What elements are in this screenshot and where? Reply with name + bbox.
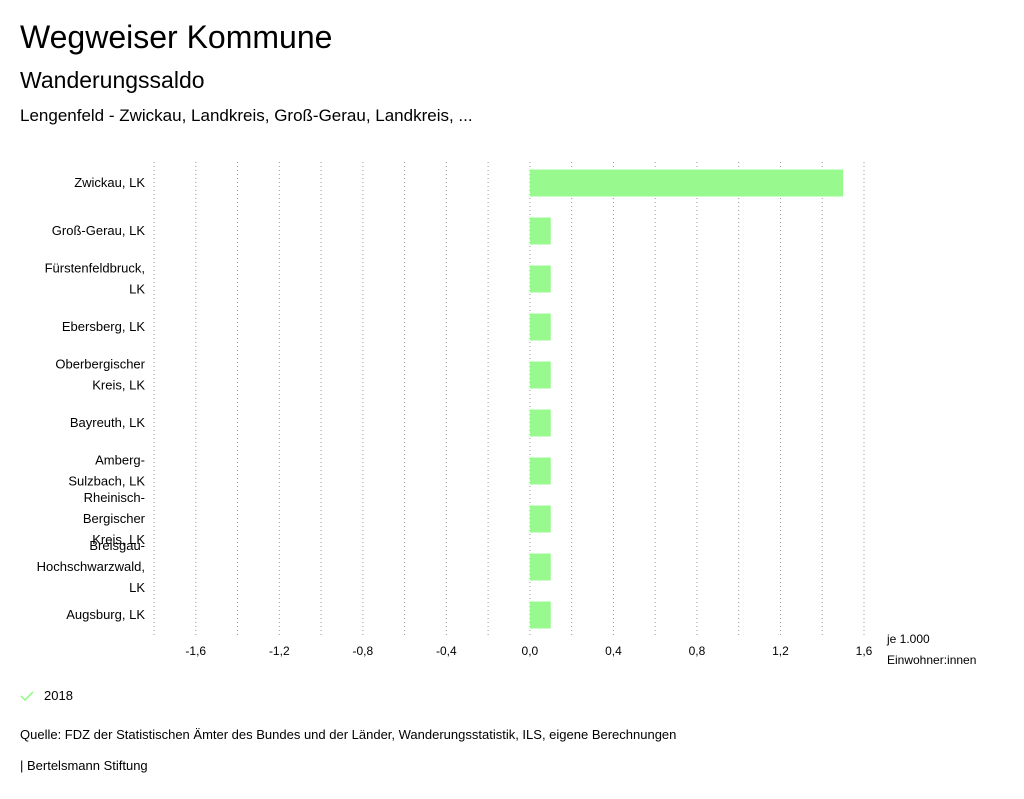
- bar: [529, 409, 551, 437]
- x-tick-label: -1,2: [269, 644, 290, 658]
- source-note: Quelle: FDZ der Statistischen Ämter des …: [20, 727, 677, 742]
- category-label: Sulzbach, LK: [68, 474, 145, 489]
- x-tick-label: 0,8: [689, 644, 706, 658]
- category-label: Ebersberg, LK: [62, 319, 145, 334]
- category-label: Bergischer: [83, 511, 146, 526]
- category-label: Breisgau-: [89, 538, 145, 553]
- category-label: Kreis, LK: [92, 532, 145, 547]
- bar: [529, 457, 551, 485]
- check-icon: [20, 690, 34, 701]
- category-label: Bayreuth, LK: [70, 415, 145, 430]
- bar: [529, 169, 844, 197]
- x-tick-label: 0,4: [605, 644, 622, 658]
- category-label: LK: [129, 580, 145, 595]
- category-label: Augsburg, LK: [66, 607, 145, 622]
- bar: [529, 601, 551, 629]
- category-label: Fürstenfeldbruck,: [45, 261, 145, 276]
- chart-subtitle: Wanderungssaldo: [20, 67, 205, 93]
- category-label: Hochschwarzwald,: [37, 559, 145, 574]
- bar: [529, 217, 551, 245]
- bar: [529, 313, 551, 341]
- category-label: Zwickau, LK: [74, 175, 145, 190]
- bar: [529, 361, 551, 389]
- bar-chart: Zwickau, LK Groß-Gerau, LK Fürstenfeldbruc…: [37, 162, 976, 667]
- x-tick-label: 0,0: [522, 644, 539, 658]
- category-label: Kreis, LK: [92, 378, 145, 393]
- category-label: Amberg-: [95, 453, 145, 468]
- category-label: Oberbergischer: [55, 357, 145, 372]
- x-axis-label: je 1.000: [886, 632, 930, 646]
- category-label: Groß-Gerau, LK: [52, 223, 146, 238]
- bar: [529, 553, 551, 581]
- credit-note: | Bertelsmann Stiftung: [20, 758, 148, 773]
- region-selection: Lengenfeld - Zwickau, Landkreis, Groß-Ge…: [20, 106, 473, 125]
- x-axis-label: Einwohner:innen: [887, 653, 976, 667]
- x-tick-label: 1,2: [772, 644, 789, 658]
- x-tick-label: 1,6: [856, 644, 873, 658]
- x-tick-label: -1,6: [185, 644, 206, 658]
- legend-label: 2018: [44, 688, 73, 703]
- bar: [529, 265, 551, 293]
- page-title: Wegweiser Kommune: [20, 19, 333, 55]
- x-tick-label: -0,4: [436, 644, 457, 658]
- category-label: LK: [129, 282, 145, 297]
- bar: [529, 505, 551, 533]
- x-tick-label: -0,8: [352, 644, 373, 658]
- chart-legend[interactable]: 2018: [20, 688, 73, 703]
- category-label: Rheinisch-: [84, 490, 145, 505]
